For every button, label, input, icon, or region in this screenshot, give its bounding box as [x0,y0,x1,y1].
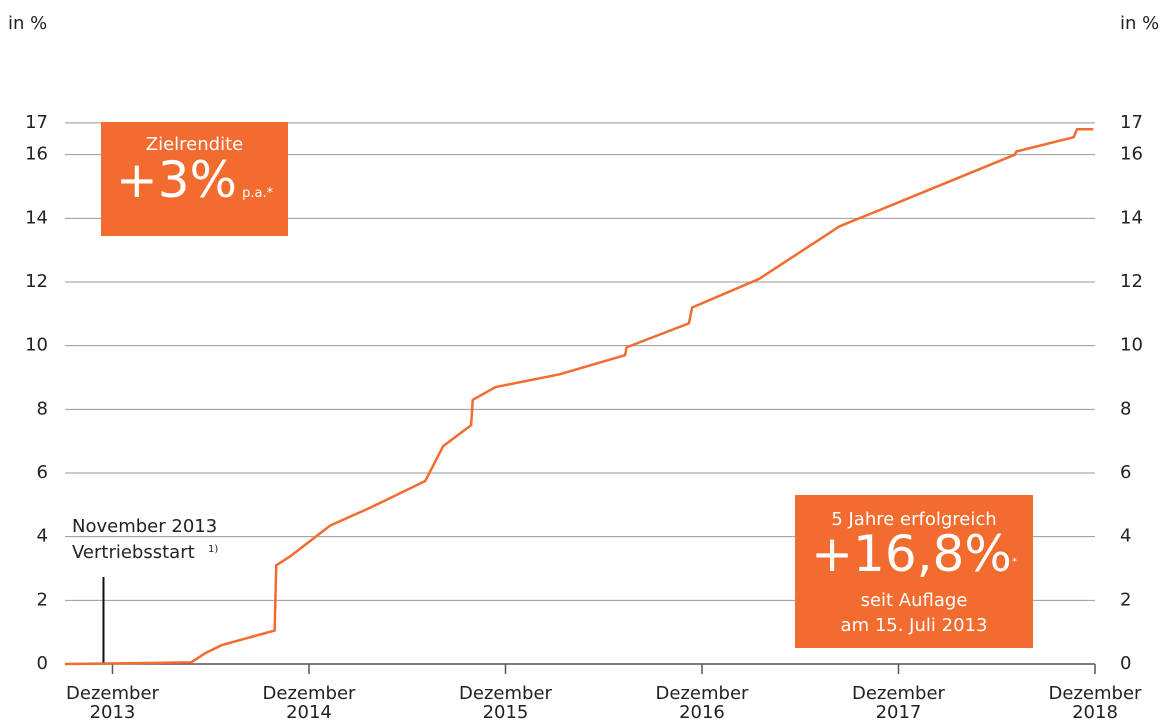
result-line: +16,8%* [795,529,1033,590]
marker-label: November 2013 [72,516,217,537]
y-tick-label-left: 0 [37,653,48,674]
result-star: * [1011,556,1017,568]
y-tick-label-left: 10 [25,335,48,356]
y-tick-label-right: 2 [1120,589,1131,610]
y-tick-label-left: 6 [37,462,48,483]
result-title: 5 Jahre erfolgreich [831,509,997,530]
x-tick-label: Dezember 2015 [459,683,552,723]
y-tick-label-left: 2 [37,589,48,610]
y-tick-label-right: 8 [1120,398,1131,419]
x-tick-label: Dezember 2017 [852,683,945,723]
y-tick-label-right: 10 [1120,335,1143,356]
x-tick-label: Dezember 2013 [66,683,159,723]
y-tick-label-right: 14 [1120,207,1143,228]
result-box: 5 Jahre erfolgreich +16,8%* seit Auflage… [795,495,1033,648]
y-tick-label-left: 12 [25,271,48,292]
x-tick-label: Dezember 2014 [262,683,356,723]
x-tick-label: Dezember 2016 [655,683,749,723]
marker-footnote: 1) [208,544,218,555]
x-tick-label: Dezember 2018 [1048,683,1142,723]
return-line [64,127,1094,666]
y-tick-label-right: 4 [1120,526,1131,547]
y-tick-label-right: 0 [1120,653,1131,674]
result-value: +16,8% [811,525,1012,583]
y-tick-label-left: 16 [25,144,48,165]
y-tick-label-left: 4 [37,526,48,547]
target-suffix: p.a.* [242,186,274,201]
y-axis-label-left: in % [8,13,47,34]
target-line: +3% p.a.* [101,151,288,209]
target-box: Zielrendite +3% p.a.* [101,122,288,236]
target-value: +3% [115,151,238,209]
target-title: Zielrendite [145,134,244,155]
y-tick-label-left: 17 [25,112,48,133]
y-tick-label-left: 8 [37,398,48,419]
y-tick-label-right: 6 [1120,462,1131,483]
y-tick-label-right: 12 [1120,271,1143,292]
y-tick-label-right: 17 [1120,112,1143,133]
marker-sublabel: Vertriebsstart [72,542,195,563]
y-tick-label-left: 14 [25,207,48,228]
y-axis-label-right: in % [1120,13,1159,34]
result-line2: am 15. Juli 2013 [840,615,988,636]
y-tick-label-right: 16 [1120,144,1143,165]
result-line1: seit Auflage [860,590,968,611]
